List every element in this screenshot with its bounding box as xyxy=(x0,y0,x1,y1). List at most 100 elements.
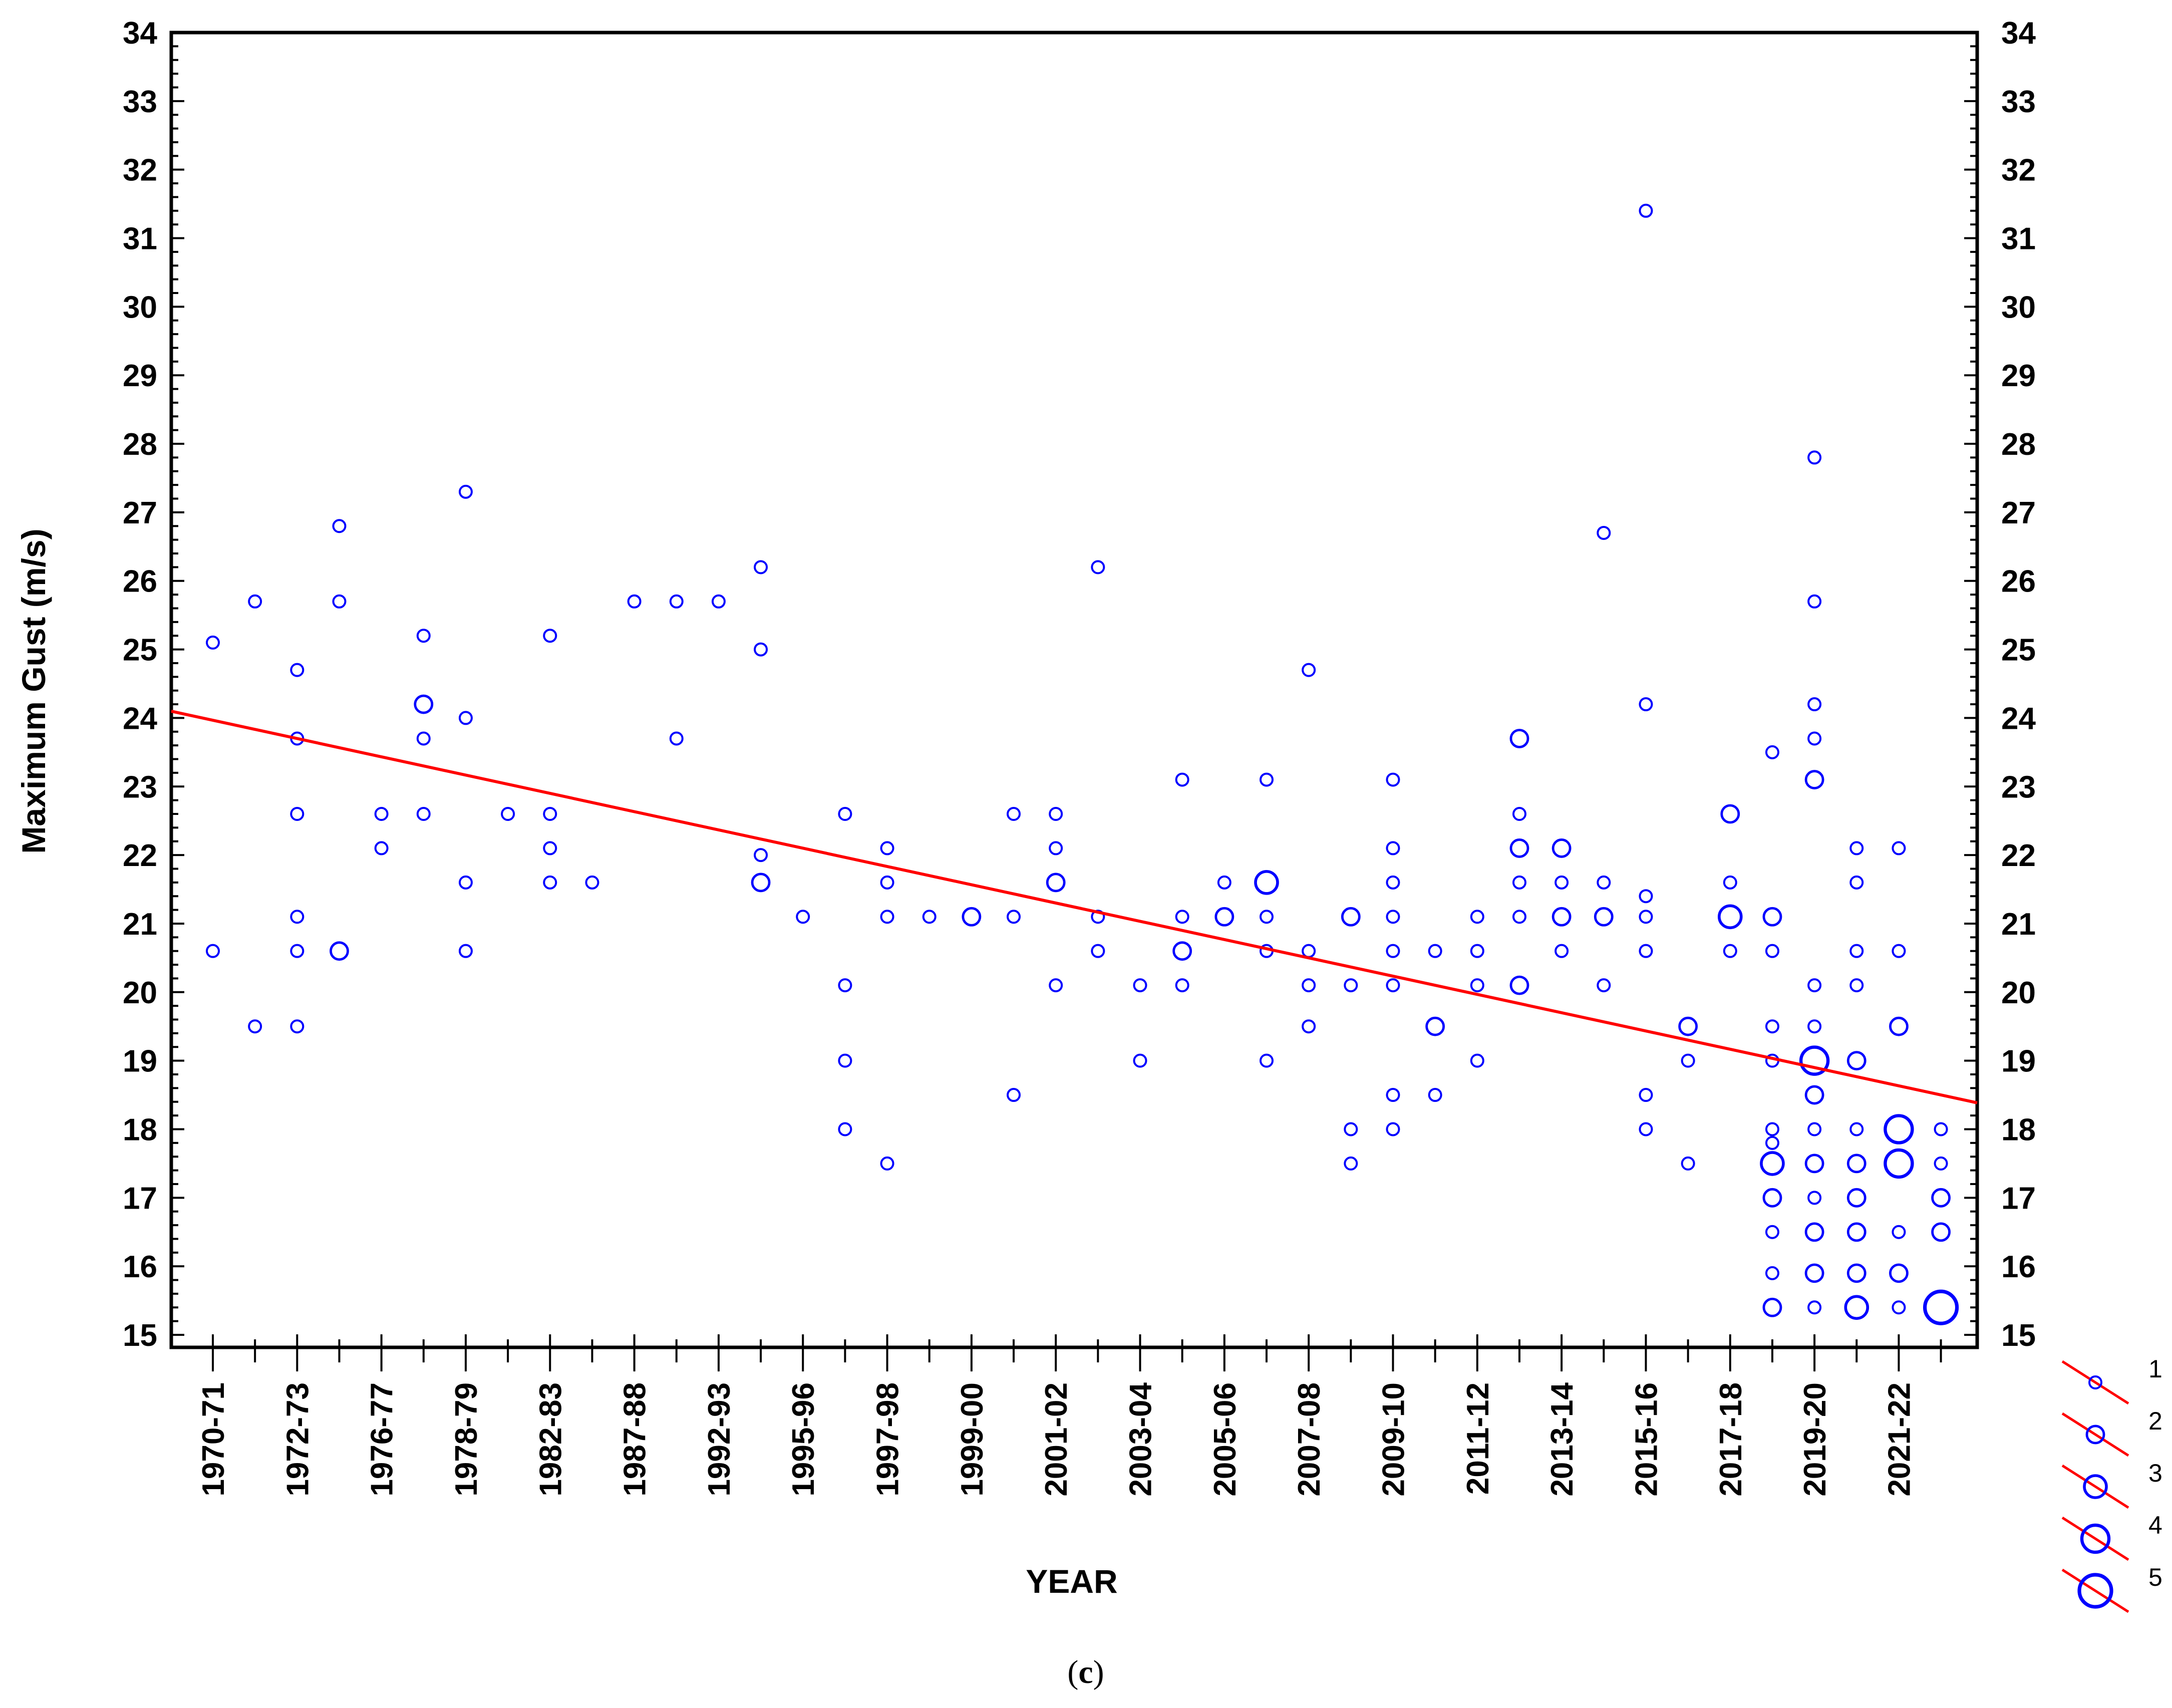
y-tick-label-left: 32 xyxy=(123,153,157,188)
data-point xyxy=(1049,841,1063,856)
data-point xyxy=(1597,525,1611,540)
x-tick-label: 1972-73 xyxy=(280,1382,315,1497)
data-point xyxy=(1681,1053,1695,1068)
data-point xyxy=(1260,910,1274,924)
x-tick-label: 1992-93 xyxy=(702,1382,737,1497)
data-point xyxy=(711,594,726,609)
data-point xyxy=(290,944,304,958)
data-point xyxy=(1552,838,1572,858)
data-point xyxy=(1175,978,1189,993)
y-axis-left: 15 16 17 18 19 20 21 22 23 24 25 26 27 28 29 30 31 32 33 34 xyxy=(123,16,184,1353)
x-tick-label: 2003-04 xyxy=(1124,1382,1158,1496)
data-point xyxy=(543,875,557,890)
data-point xyxy=(1892,841,1906,856)
data-point xyxy=(922,910,937,924)
data-point xyxy=(880,1156,894,1171)
data-point xyxy=(1807,978,1822,993)
data-point xyxy=(1799,1045,1830,1076)
legend-swatch-line xyxy=(2061,1360,2129,1405)
data-point xyxy=(1762,1188,1782,1208)
data-point xyxy=(1678,1016,1698,1036)
data-point xyxy=(1844,1295,1870,1320)
data-point xyxy=(1762,1297,1782,1317)
data-point xyxy=(669,731,684,746)
x-tick-label: 2019-20 xyxy=(1798,1382,1832,1497)
data-point xyxy=(1214,907,1234,927)
y-tick-label-left: 19 xyxy=(123,1044,157,1079)
data-point xyxy=(1386,1088,1400,1102)
data-point xyxy=(1804,1154,1824,1174)
data-point xyxy=(1555,875,1569,890)
data-point xyxy=(796,910,810,924)
data-point xyxy=(332,519,347,533)
legend-label: 4 xyxy=(2148,1511,2162,1539)
data-point xyxy=(416,629,431,643)
data-point xyxy=(1892,944,1906,958)
data-point xyxy=(1681,1156,1695,1171)
data-point xyxy=(754,848,768,863)
data-point xyxy=(1049,978,1063,993)
data-point xyxy=(1639,889,1653,904)
data-point xyxy=(458,484,473,499)
data-point xyxy=(1765,1135,1779,1150)
data-point xyxy=(1175,910,1189,924)
data-point xyxy=(1923,1289,1959,1325)
data-point xyxy=(1512,875,1526,890)
data-point xyxy=(1846,1188,1867,1208)
y-tick-label-right: 26 xyxy=(2001,564,2036,599)
y-tick-label-left: 25 xyxy=(123,633,157,668)
data-point xyxy=(1172,941,1192,961)
data-point xyxy=(1804,1263,1824,1283)
data-point xyxy=(1470,978,1484,993)
data-point xyxy=(1846,1154,1867,1174)
data-point xyxy=(1428,1088,1442,1102)
x-tick-label: 1978-79 xyxy=(449,1382,484,1497)
legend-swatch-line xyxy=(2061,1412,2129,1457)
y-tick-label-right: 23 xyxy=(2001,770,2036,804)
data-point xyxy=(838,978,852,993)
data-point xyxy=(1849,875,1864,890)
data-point xyxy=(1386,944,1400,958)
data-point xyxy=(1470,910,1484,924)
data-point xyxy=(1091,944,1105,958)
data-point xyxy=(1552,907,1572,927)
data-point xyxy=(1597,978,1611,993)
x-tick-label: 1999-00 xyxy=(955,1382,990,1497)
data-point xyxy=(1302,978,1316,993)
data-point xyxy=(1892,1300,1906,1315)
y-tick-label-left: 27 xyxy=(123,496,157,530)
data-point xyxy=(1760,1151,1785,1176)
y-tick-label-right: 34 xyxy=(2001,16,2036,51)
data-point xyxy=(1934,1122,1948,1136)
data-point xyxy=(1804,770,1824,789)
data-point xyxy=(1765,1122,1779,1136)
data-point xyxy=(1884,1148,1914,1179)
x-tick-label: 2005-06 xyxy=(1208,1382,1243,1497)
data-point xyxy=(1849,841,1864,856)
data-point xyxy=(1639,203,1653,218)
x-tick-label: 2017-18 xyxy=(1714,1382,1748,1497)
data-point xyxy=(1723,944,1737,958)
x-tick-label: 2011-12 xyxy=(1461,1382,1495,1495)
data-point xyxy=(1804,1085,1824,1105)
data-point xyxy=(754,642,768,657)
data-point xyxy=(1720,804,1740,824)
x-tick-label: 2015-16 xyxy=(1629,1382,1664,1497)
data-point xyxy=(1846,1222,1867,1242)
data-point xyxy=(1931,1222,1951,1242)
figure-caption: (c) xyxy=(1067,1654,1104,1690)
x-tick-label: 1976-77 xyxy=(365,1382,400,1497)
data-point xyxy=(838,1122,852,1136)
x-tick-label: 2013-14 xyxy=(1545,1382,1580,1496)
data-point xyxy=(880,841,894,856)
data-point xyxy=(1717,904,1743,930)
data-point xyxy=(206,944,220,958)
legend: 1 2 3 4 5 xyxy=(2061,1355,2162,1613)
y-tick-label-left: 34 xyxy=(123,16,157,51)
data-point xyxy=(1302,1019,1316,1034)
data-point xyxy=(751,873,771,893)
data-point xyxy=(1807,1300,1822,1315)
data-point xyxy=(880,910,894,924)
y-tick-label-left: 17 xyxy=(123,1181,157,1216)
data-point xyxy=(1175,772,1189,787)
